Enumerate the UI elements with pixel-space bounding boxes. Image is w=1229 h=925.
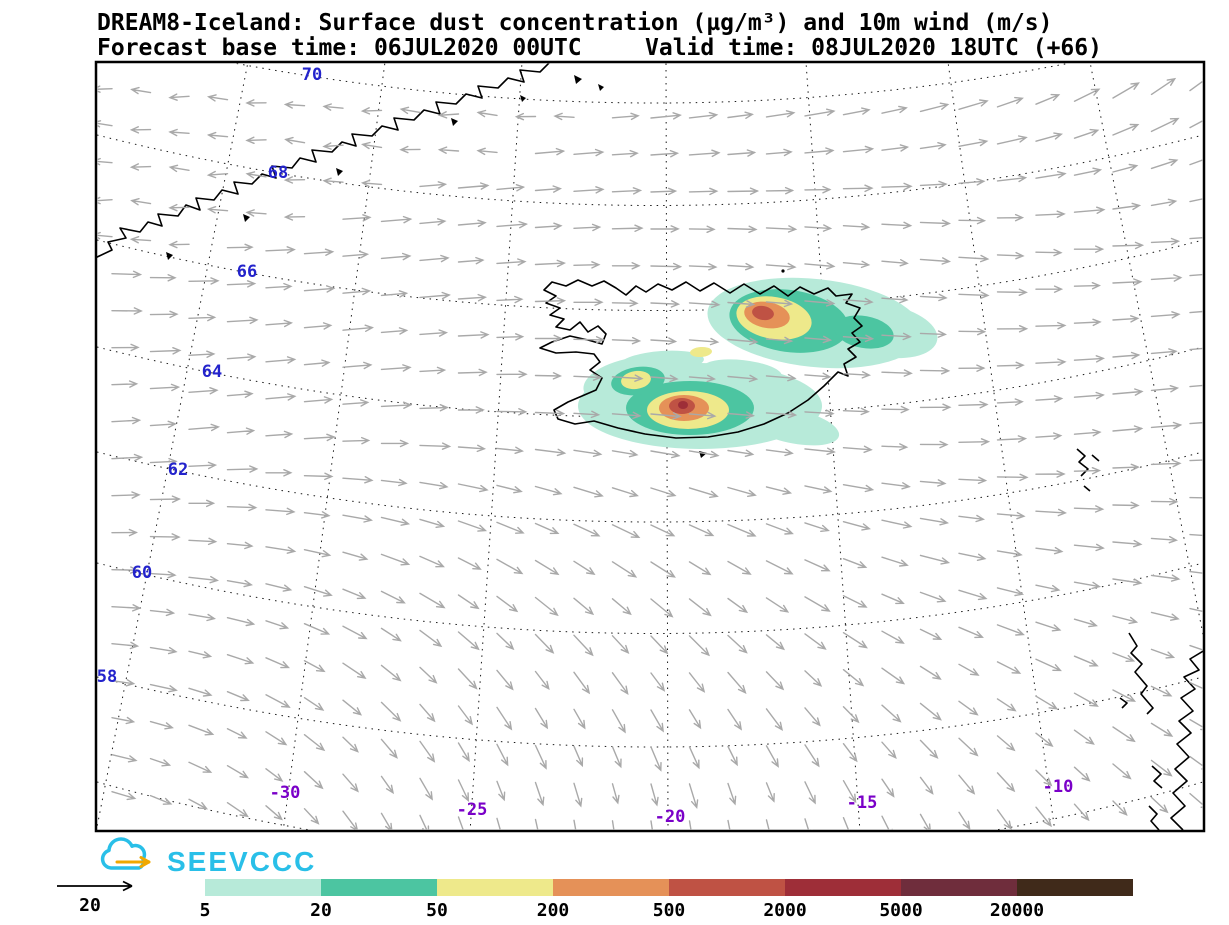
latitude-labels: 70 68 66 64 62 60 58 xyxy=(97,65,322,687)
hebrides-coastline xyxy=(1119,632,1163,830)
lon-label-15w: -15 xyxy=(847,793,878,813)
longitude-line-30w xyxy=(282,63,386,830)
logo-arrow-icon xyxy=(115,856,151,868)
lat-label-64: 64 xyxy=(202,362,222,382)
colorbar-label-5: 5 xyxy=(200,900,211,921)
colorbar-label-2000: 2000 xyxy=(763,900,806,921)
colorbar-label-50: 50 xyxy=(426,900,448,921)
lat-label-70: 70 xyxy=(302,65,322,85)
lat-label-68: 68 xyxy=(268,163,288,183)
dust-shading xyxy=(578,277,938,449)
lon-label-30w: -30 xyxy=(270,783,301,803)
lat-label-62: 62 xyxy=(168,460,188,480)
longitude-line-35w xyxy=(97,63,249,830)
longitude-line-15w xyxy=(805,63,861,830)
map-canvas xyxy=(97,63,1203,830)
wind-reference-label: 20 xyxy=(79,895,101,916)
colorbar-label-200: 200 xyxy=(537,900,570,921)
lon-label-10w: -10 xyxy=(1043,777,1074,797)
dust-colorbar xyxy=(205,879,1133,896)
longitude-labels: -30 -25 -20 -15 -10 xyxy=(270,777,1074,827)
latitude-line-68 xyxy=(97,134,1203,206)
chart-subtitle-valid-time: Valid time: 08JUL2020 18UTC (+66) xyxy=(645,35,1102,61)
greenland-islets xyxy=(166,75,604,260)
colorbar-segment-6 xyxy=(785,879,901,896)
legend: 20 5 20 50 200 500 2000 5000 20000 xyxy=(57,879,1133,921)
colorbar-segment-3 xyxy=(437,879,553,896)
colorbar-segment-5 xyxy=(669,879,785,896)
grimsey-islet xyxy=(781,269,785,273)
wind-arrow-field xyxy=(97,76,1203,830)
colorbar-segment-1 xyxy=(205,879,321,896)
dust-colorbar-labels: 5 20 50 200 500 2000 5000 20000 xyxy=(200,900,1045,921)
lon-label-20w: -20 xyxy=(655,807,686,827)
lat-label-66: 66 xyxy=(237,262,257,282)
colorbar-label-5000: 5000 xyxy=(879,900,922,921)
lat-label-58: 58 xyxy=(97,667,117,687)
colorbar-segment-7 xyxy=(901,879,1017,896)
latitude-line-58 xyxy=(97,676,1203,748)
dust-level-2000 xyxy=(678,401,688,409)
map-frame xyxy=(94,60,1206,833)
longitude-line-5w xyxy=(1089,63,1203,638)
logo-text: SEEVCCC xyxy=(167,846,316,877)
colorbar-segment-8 xyxy=(1017,879,1133,896)
latitude-line-56 xyxy=(97,781,1203,830)
wind-reference-arrow xyxy=(57,880,133,892)
logo-cloud-icon xyxy=(100,837,147,870)
chart-title: DREAM8-Iceland: Surface dust concentrati… xyxy=(97,10,1052,36)
lon-label-25w: -25 xyxy=(457,800,488,820)
lat-label-60: 60 xyxy=(132,563,152,583)
colorbar-label-20: 20 xyxy=(310,900,332,921)
longitude-line-25w xyxy=(469,63,523,830)
chart-subtitle-base-time: Forecast base time: 06JUL2020 00UTC xyxy=(97,35,582,61)
latitude-line-66 xyxy=(97,239,1203,311)
colorbar-label-500: 500 xyxy=(653,900,686,921)
greenland-coastline xyxy=(97,63,550,258)
scotland-coastline xyxy=(1170,650,1203,830)
colorbar-label-20000: 20000 xyxy=(990,900,1044,921)
colorbar-segment-2 xyxy=(321,879,437,896)
colorbar-segment-4 xyxy=(553,879,669,896)
seevccc-logo: SEEVCCC xyxy=(100,837,316,877)
graticule xyxy=(97,63,1203,830)
